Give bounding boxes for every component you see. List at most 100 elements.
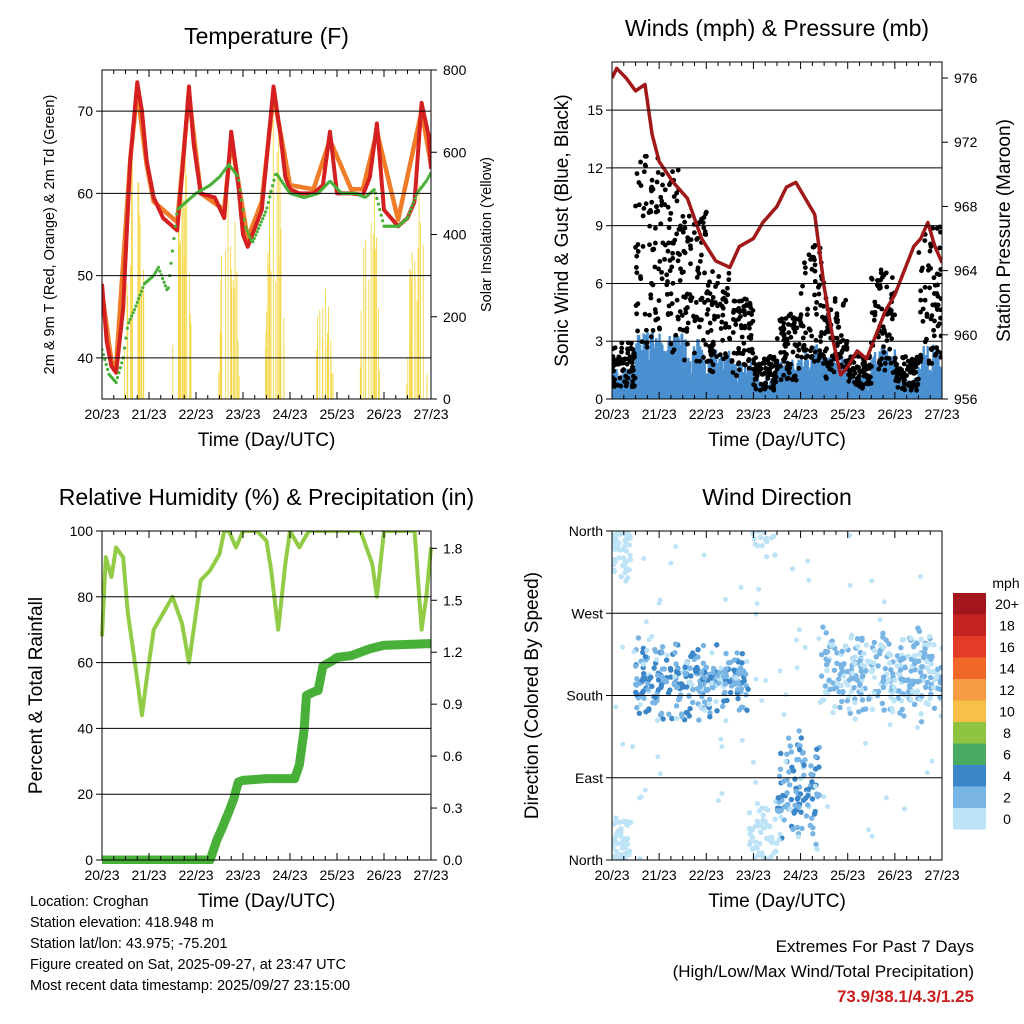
wind-direction-point	[753, 611, 759, 617]
wind-direction-point	[886, 660, 893, 666]
gust-point	[818, 333, 824, 339]
wind-direction-point	[863, 668, 869, 674]
gust-point	[634, 171, 640, 177]
gust-point	[684, 305, 690, 310]
gust-point	[894, 362, 900, 367]
dewpoint-point	[155, 268, 159, 272]
dewpoint-point	[252, 236, 256, 240]
temperature-panel: Temperature (F) 20/23 21/23 22/23 23/23 24/23…	[42, 23, 495, 451]
gust-point	[638, 159, 643, 165]
y-tick-label: 60	[77, 655, 93, 671]
wind-direction-point	[937, 678, 942, 684]
wind-direction-point	[794, 756, 800, 763]
gust-point	[902, 380, 907, 386]
gust-point	[741, 340, 747, 346]
dewpoint-point	[162, 280, 166, 284]
dewpoint-point	[241, 208, 245, 212]
wind-direction-point	[654, 717, 661, 724]
gust-point	[655, 208, 661, 214]
wind-direction-point	[672, 650, 678, 656]
dewpoint-point	[120, 361, 124, 365]
wind-direction-point	[723, 650, 729, 657]
gust-point	[803, 330, 809, 336]
gust-point	[771, 385, 777, 391]
wind-direction-point	[852, 696, 858, 702]
wind-direction-point	[894, 663, 900, 669]
station-info: Location: Croghan Station elevation: 418…	[30, 892, 350, 997]
wind-direction-point	[900, 636, 907, 643]
wind-direction-point	[795, 795, 801, 801]
wind-direction-point	[728, 683, 735, 689]
gust-point	[675, 167, 681, 173]
wind-direction-point	[673, 715, 680, 722]
extremes-values: 73.9/38.1/4.3/1.25	[836, 987, 974, 1006]
gust-point	[635, 301, 641, 307]
wind-direction-point	[754, 845, 760, 851]
wind-direction-point	[810, 830, 816, 837]
dewpoint-point	[156, 265, 160, 269]
wind-direction-point	[846, 706, 852, 712]
wind-direction-point	[784, 790, 790, 796]
wind-direction-point	[783, 692, 789, 698]
wind-direction-point	[788, 796, 795, 803]
y-tick-label: 9	[595, 218, 603, 234]
gust-point	[710, 269, 715, 274]
wind-direction-point	[804, 802, 811, 808]
wind-direction-point	[745, 686, 751, 692]
gust-point	[920, 265, 925, 271]
gust-point	[723, 321, 729, 327]
gust-point	[622, 379, 628, 385]
wind-direction-point	[811, 811, 818, 817]
gust-point	[665, 204, 671, 210]
y-tick-label: 80	[77, 589, 93, 605]
wind-direction-point	[776, 837, 782, 843]
gust-point	[683, 295, 688, 300]
gust-point	[868, 374, 873, 380]
gust-point	[752, 377, 758, 382]
plot-area	[102, 80, 431, 399]
wind-direction-point	[726, 678, 733, 685]
gust-point	[812, 278, 818, 284]
gust-point	[816, 291, 822, 297]
gust-point	[670, 169, 675, 175]
wind-direction-point	[839, 698, 845, 705]
wind-direction-point	[818, 673, 825, 679]
gust-point	[777, 317, 783, 323]
wind-direction-point	[809, 815, 815, 821]
x-tick-label: 23/23	[225, 406, 260, 422]
wind-direction-point	[866, 696, 872, 702]
gust-point	[846, 378, 852, 384]
gust-point	[612, 345, 618, 351]
wind-direction-point	[880, 634, 886, 640]
wind-direction-point	[612, 853, 617, 860]
y-right-tick-label: 976	[954, 70, 978, 86]
gust-point	[644, 344, 650, 350]
gust-point	[719, 319, 725, 325]
gust-point	[733, 322, 739, 328]
wind-direction-point	[926, 641, 932, 647]
y-axis-label: Direction (Colored By Speed)	[522, 572, 543, 819]
wind-direction-point	[857, 658, 863, 664]
gust-point	[738, 350, 743, 356]
colorbar-swatch	[953, 786, 986, 808]
wind-direction-point	[727, 659, 734, 666]
wind-direction-point	[634, 691, 640, 697]
wind-direction-point	[924, 679, 931, 686]
dewpoint-point	[132, 308, 137, 312]
wind-direction-point	[790, 768, 797, 774]
wind-direction-point	[734, 650, 740, 656]
gust-point	[812, 262, 818, 268]
wind-direction-point	[851, 676, 858, 682]
wind-direction-point	[814, 846, 820, 852]
dewpoint-point	[375, 196, 379, 201]
colorbar-swatch	[953, 743, 986, 765]
gust-point	[931, 333, 937, 339]
wind-direction-point	[785, 735, 792, 741]
gust-point	[778, 377, 784, 383]
y-right-axis-label: Solar Insolation (Yellow)	[479, 157, 495, 312]
wind-direction-point	[757, 852, 764, 858]
wind-direction-point	[678, 681, 684, 687]
gust-point	[623, 373, 629, 379]
wind-direction-point	[827, 686, 833, 693]
wind-direction-point	[823, 630, 829, 636]
